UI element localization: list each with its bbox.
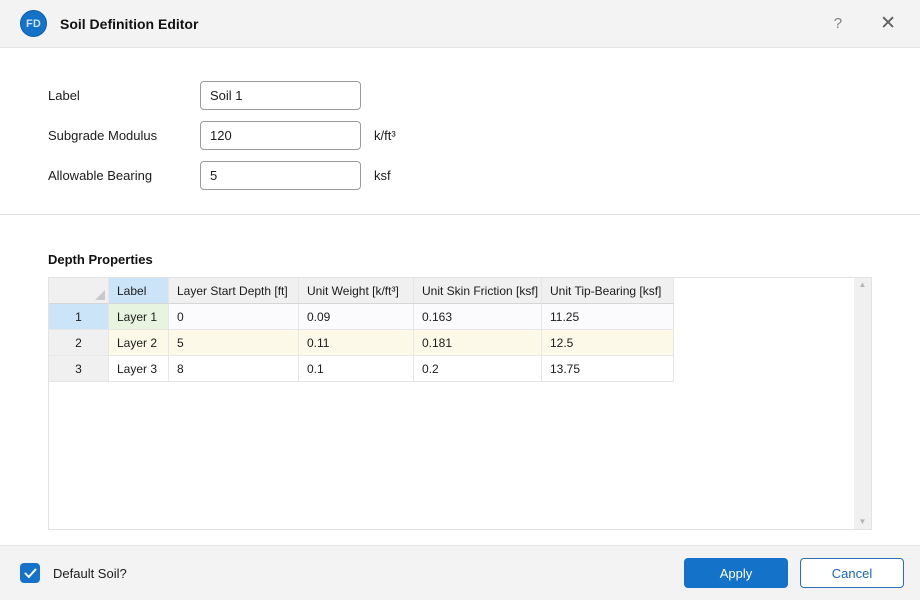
corner-triangle-icon (95, 290, 105, 300)
scroll-up-icon[interactable]: ▲ (859, 281, 867, 289)
label-input[interactable] (200, 81, 361, 110)
column-header-label[interactable]: Label (109, 278, 169, 304)
footer-bar: Default Soil? Apply Cancel (0, 545, 920, 600)
grid-corner-cell[interactable] (49, 278, 109, 304)
depth-properties-title: Depth Properties (48, 252, 153, 267)
soil-definition-editor-dialog: FD Soil Definition Editor ? ✕ Label Subg… (0, 0, 920, 600)
cell-start-depth[interactable]: 5 (169, 330, 299, 356)
cell-tip-bearing[interactable]: 11.25 (542, 304, 674, 330)
cell-skin-friction[interactable]: 0.163 (414, 304, 542, 330)
table-row: 1 Layer 1 0 0.09 0.163 11.25 (49, 304, 674, 330)
subgrade-modulus-input[interactable] (200, 121, 361, 150)
subgrade-modulus-unit: k/ft³ (374, 128, 396, 143)
row-header-3[interactable]: 3 (49, 356, 109, 382)
cell-skin-friction[interactable]: 0.2 (414, 356, 542, 382)
cell-start-depth[interactable]: 8 (169, 356, 299, 382)
checkmark-icon (24, 568, 37, 579)
table-row: 2 Layer 2 5 0.11 0.181 12.5 (49, 330, 674, 356)
cell-unit-weight[interactable]: 0.09 (299, 304, 414, 330)
depth-properties-grid: Label Layer Start Depth [ft] Unit Weight… (48, 277, 872, 530)
column-header-layer-start-depth[interactable]: Layer Start Depth [ft] (169, 278, 299, 304)
column-header-unit-skin-friction[interactable]: Unit Skin Friction [ksf] (414, 278, 542, 304)
cell-start-depth[interactable]: 0 (169, 304, 299, 330)
cell-tip-bearing[interactable]: 13.75 (542, 356, 674, 382)
grid-header-row: Label Layer Start Depth [ft] Unit Weight… (49, 278, 674, 304)
default-soil-checkbox[interactable] (20, 563, 40, 583)
column-header-unit-tip-bearing[interactable]: Unit Tip-Bearing [ksf] (542, 278, 674, 304)
soil-form: Label Subgrade Modulus k/ft³ Allowable B… (0, 48, 920, 215)
subgrade-modulus-label: Subgrade Modulus (48, 128, 200, 143)
cell-tip-bearing[interactable]: 12.5 (542, 330, 674, 356)
title-bar: FD Soil Definition Editor ? ✕ (0, 0, 920, 48)
column-header-unit-weight[interactable]: Unit Weight [k/ft³] (299, 278, 414, 304)
help-icon[interactable]: ? (828, 13, 848, 34)
app-logo-icon: FD (20, 10, 47, 37)
allowable-bearing-unit: ksf (374, 168, 391, 183)
footer-buttons: Apply Cancel (684, 558, 904, 588)
cell-label[interactable]: Layer 1 (109, 304, 169, 330)
cell-unit-weight[interactable]: 0.1 (299, 356, 414, 382)
grid-table: Label Layer Start Depth [ft] Unit Weight… (49, 278, 674, 382)
cell-label[interactable]: Layer 3 (109, 356, 169, 382)
window-title: Soil Definition Editor (60, 16, 198, 32)
apply-button[interactable]: Apply (684, 558, 788, 588)
default-soil-label: Default Soil? (53, 566, 127, 581)
cell-label[interactable]: Layer 2 (109, 330, 169, 356)
close-icon[interactable]: ✕ (876, 14, 900, 33)
scroll-down-icon[interactable]: ▼ (859, 518, 867, 526)
row-header-1[interactable]: 1 (49, 304, 109, 330)
allowable-bearing-input[interactable] (200, 161, 361, 190)
titlebar-actions: ? ✕ (828, 13, 900, 34)
cell-unit-weight[interactable]: 0.11 (299, 330, 414, 356)
vertical-scrollbar[interactable]: ▲ ▼ (854, 278, 871, 529)
cell-skin-friction[interactable]: 0.181 (414, 330, 542, 356)
form-row-allowable-bearing: Allowable Bearing ksf (48, 161, 920, 190)
cancel-button[interactable]: Cancel (800, 558, 904, 588)
table-row: 3 Layer 3 8 0.1 0.2 13.75 (49, 356, 674, 382)
row-header-2[interactable]: 2 (49, 330, 109, 356)
form-row-label: Label (48, 81, 920, 110)
allowable-bearing-label: Allowable Bearing (48, 168, 200, 183)
label-field-label: Label (48, 88, 200, 103)
form-row-subgrade-modulus: Subgrade Modulus k/ft³ (48, 121, 920, 150)
